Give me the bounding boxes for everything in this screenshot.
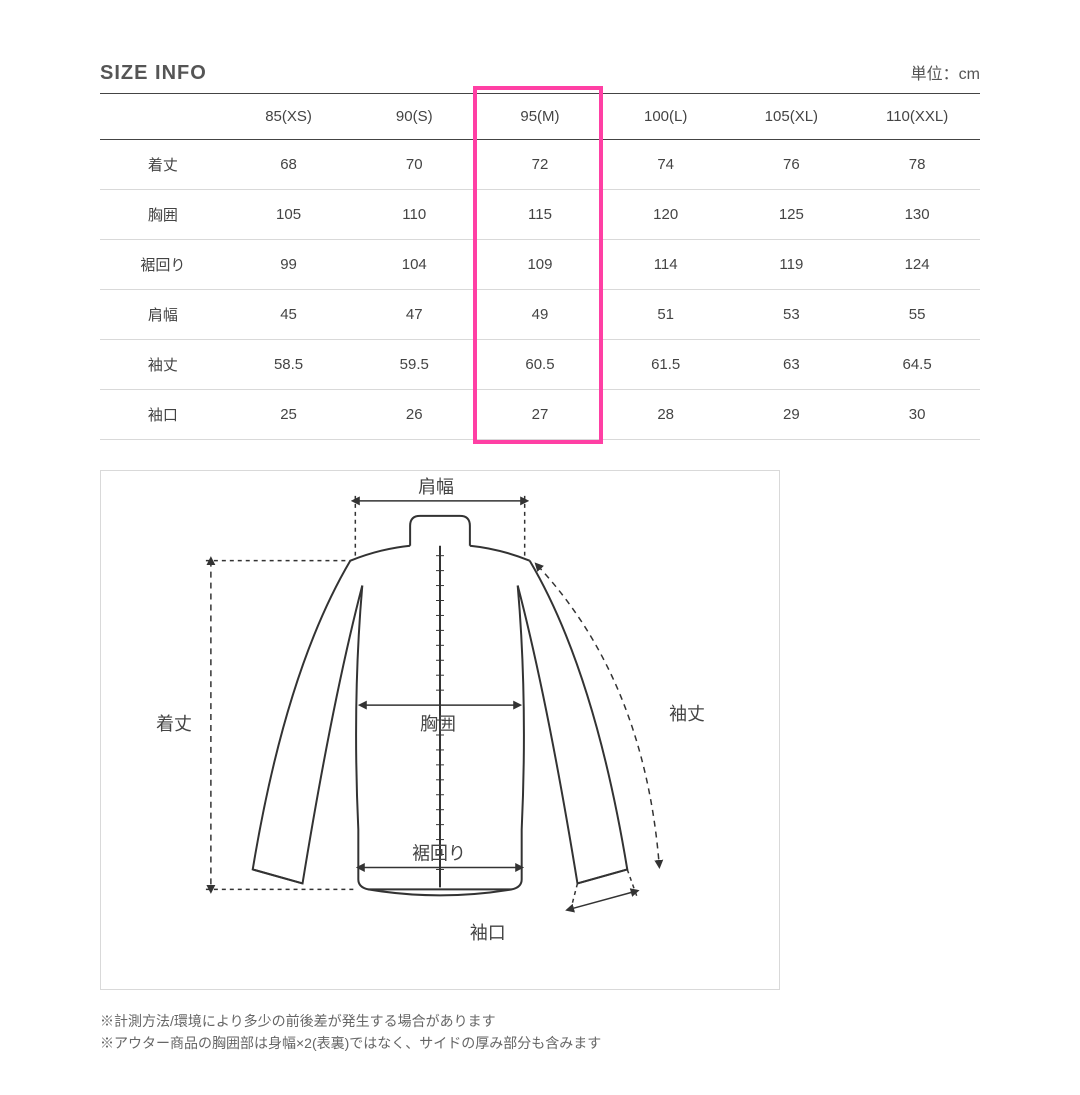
table-container: 85(XS) 90(S) 95(M) 100(L) 105(XL) 110(XX… (100, 93, 980, 440)
cell: 119 (729, 240, 855, 290)
table-row: 着丈687072747678 (100, 140, 980, 190)
cell: 99 (226, 240, 352, 290)
col-header (100, 94, 226, 140)
cell: 104 (351, 240, 477, 290)
cell: 30 (854, 390, 980, 440)
col-header: 85(XS) (226, 94, 352, 140)
table-row: 胸囲105110115120125130 (100, 190, 980, 240)
table-row: 袖口252627282930 (100, 390, 980, 440)
size-table: 85(XS) 90(S) 95(M) 100(L) 105(XL) 110(XX… (100, 93, 980, 440)
cell: 70 (351, 140, 477, 190)
size-info-page: SIZE INFO 単位：cm 85(XS) 90(S) 95(M) 100(L… (0, 0, 1080, 1095)
table-row: 肩幅454749515355 (100, 290, 980, 340)
cell: 53 (729, 290, 855, 340)
note-line: ※アウター商品の胸囲部は身幅×2(表裏)ではなく、サイドの厚み部分も含みます (100, 1032, 980, 1054)
cell: 115 (477, 190, 603, 240)
col-header: 110(XXL) (854, 94, 980, 140)
label-length: 着丈 (156, 714, 192, 734)
cell: 26 (351, 390, 477, 440)
cell: 114 (603, 240, 729, 290)
label-chest: 胸囲 (420, 714, 456, 734)
label-shoulder: 肩幅 (418, 477, 454, 497)
cell: 29 (729, 390, 855, 440)
cell: 130 (854, 190, 980, 240)
label-sleeve: 袖丈 (669, 704, 705, 724)
cell: 61.5 (603, 340, 729, 390)
row-label: 着丈 (100, 140, 226, 190)
measurement-diagram: 肩幅 着丈 胸囲 裾回り 袖丈 袖口 (100, 470, 780, 990)
col-header: 95(M) (477, 94, 603, 140)
cell: 51 (603, 290, 729, 340)
cell: 58.5 (226, 340, 352, 390)
cell: 55 (854, 290, 980, 340)
cell: 124 (854, 240, 980, 290)
cell: 125 (729, 190, 855, 240)
row-label: 肩幅 (100, 290, 226, 340)
cell: 78 (854, 140, 980, 190)
cell: 68 (226, 140, 352, 190)
cell: 60.5 (477, 340, 603, 390)
row-label: 胸囲 (100, 190, 226, 240)
cell: 47 (351, 290, 477, 340)
col-header: 100(L) (603, 94, 729, 140)
cell: 49 (477, 290, 603, 340)
notes: ※計測方法/環境により多少の前後差が発生する場合があります ※アウター商品の胸囲… (100, 1010, 980, 1055)
cell: 72 (477, 140, 603, 190)
cell: 64.5 (854, 340, 980, 390)
cell: 27 (477, 390, 603, 440)
cell: 74 (603, 140, 729, 190)
row-label: 袖丈 (100, 340, 226, 390)
cell: 120 (603, 190, 729, 240)
cell: 63 (729, 340, 855, 390)
cell: 28 (603, 390, 729, 440)
table-row: 裾回り99104109114119124 (100, 240, 980, 290)
header-row: SIZE INFO 単位：cm (100, 60, 980, 85)
cell: 25 (226, 390, 352, 440)
page-title: SIZE INFO (100, 62, 207, 85)
cell: 76 (729, 140, 855, 190)
cell: 105 (226, 190, 352, 240)
cell: 45 (226, 290, 352, 340)
cell: 110 (351, 190, 477, 240)
unit-label: 単位：cm (911, 60, 980, 84)
label-hem: 裾回り (412, 844, 466, 864)
row-label: 袖口 (100, 390, 226, 440)
note-line: ※計測方法/環境により多少の前後差が発生する場合があります (100, 1010, 980, 1032)
table-header-row: 85(XS) 90(S) 95(M) 100(L) 105(XL) 110(XX… (100, 94, 980, 140)
col-header: 90(S) (351, 94, 477, 140)
col-header: 105(XL) (729, 94, 855, 140)
label-cuff: 袖口 (470, 923, 506, 943)
cell: 59.5 (351, 340, 477, 390)
cell: 109 (477, 240, 603, 290)
row-label: 裾回り (100, 240, 226, 290)
table-row: 袖丈58.559.560.561.56364.5 (100, 340, 980, 390)
